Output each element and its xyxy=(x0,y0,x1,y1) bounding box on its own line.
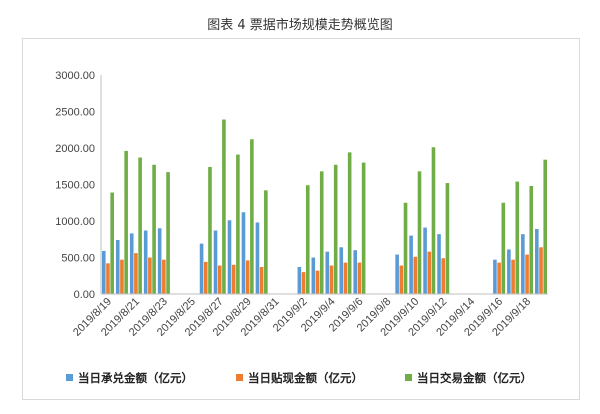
bar-series-2 xyxy=(120,259,124,294)
bar-series-3 xyxy=(124,150,128,294)
bar-series-2 xyxy=(259,266,264,294)
legend-swatch-3 xyxy=(405,374,412,381)
bar-series-3 xyxy=(222,119,226,294)
bar-series-2 xyxy=(329,265,334,294)
bar-series-2 xyxy=(315,270,320,294)
bar-series-2 xyxy=(511,259,515,294)
bar-series-3 xyxy=(403,202,408,294)
bar-series-3 xyxy=(501,202,506,294)
bar-series-1 xyxy=(437,234,441,294)
bar-series-2 xyxy=(497,262,501,294)
bar-series-3 xyxy=(361,162,366,294)
x-axis: 2019/8/192019/8/212019/8/232019/8/252019… xyxy=(71,293,548,339)
bar-series-1 xyxy=(535,229,539,294)
y-tick-label: 2500.00 xyxy=(55,107,95,119)
bar-series-2 xyxy=(134,253,138,294)
bar-series-1 xyxy=(115,239,120,294)
bar-series-3 xyxy=(236,154,240,294)
bar-series-2 xyxy=(427,251,432,294)
legend: 当日承兑金额（亿元） 当日贴现金额（亿元） 当日交易金额（亿元） xyxy=(66,371,532,385)
bar-series-2 xyxy=(357,262,362,294)
legend-swatch-1 xyxy=(66,374,73,381)
bar-series-3 xyxy=(208,166,212,294)
bar-series-3 xyxy=(431,147,436,294)
bar-series-2 xyxy=(106,263,110,294)
bar-series-1 xyxy=(395,254,399,294)
bar-series-3 xyxy=(543,159,548,294)
y-axis: 0.00 500.00 1000.00 1500.00 2000.00 2500.00 30… xyxy=(55,70,102,301)
bar-series-1 xyxy=(157,228,162,294)
bar-series-1 xyxy=(521,234,525,294)
chart-frame xyxy=(22,38,580,400)
bar-series-2 xyxy=(441,258,446,294)
bar-series-1 xyxy=(241,212,246,294)
bar-series-3 xyxy=(333,164,338,294)
bar-series-1 xyxy=(143,230,148,294)
bar-series-1 xyxy=(353,250,358,294)
legend-label-1: 当日承兑金额（亿元） xyxy=(78,371,193,385)
bar-series-1 xyxy=(199,243,204,294)
bar-series-3 xyxy=(347,152,352,294)
bar-series-1 xyxy=(213,230,218,294)
bar-series-3 xyxy=(250,139,254,294)
bar-series-3 xyxy=(166,172,170,294)
bar-series-2 xyxy=(525,254,529,294)
bar-series-2 xyxy=(301,272,306,294)
y-tick-label: 3000.00 xyxy=(55,70,95,82)
bar-series-2 xyxy=(399,265,404,294)
bar-series-3 xyxy=(110,192,114,294)
legend-label-2: 当日贴现金额（亿元） xyxy=(248,371,363,385)
bar-series-2 xyxy=(217,265,222,294)
bar-series-3 xyxy=(305,185,310,294)
bar-series-3 xyxy=(515,181,520,294)
bar-series-1 xyxy=(507,249,511,294)
y-tick-label: 500.00 xyxy=(61,253,95,265)
bar-series-1 xyxy=(493,259,497,294)
bar-series-1 xyxy=(227,220,232,294)
bar-series-1 xyxy=(339,247,344,294)
bar-series-3 xyxy=(445,183,450,294)
bar-series-2 xyxy=(231,264,236,294)
bar-series-2 xyxy=(245,260,250,294)
bar-series-1 xyxy=(423,227,427,294)
bar-series-1 xyxy=(297,266,302,294)
y-tick-label: 1500.00 xyxy=(55,180,95,192)
bar-series-2 xyxy=(413,256,418,294)
bar-series-3 xyxy=(152,164,156,294)
y-tick-label: 0.00 xyxy=(74,289,95,301)
bar-series-3 xyxy=(417,171,422,294)
bar-series-2 xyxy=(203,261,208,294)
bar-series-1 xyxy=(129,233,134,294)
bar-series-2 xyxy=(343,262,348,294)
bar-series-1 xyxy=(409,235,413,294)
bar-series-2 xyxy=(162,259,166,294)
bar-series-3 xyxy=(529,185,534,294)
bar-series-1 xyxy=(255,222,260,294)
bar-series-2 xyxy=(148,257,152,294)
bar-series-1 xyxy=(311,257,316,294)
legend-swatch-2 xyxy=(236,374,243,381)
chart-title: 图表 4 票据市场规模走势概览图 xyxy=(207,18,393,33)
bar-series-1 xyxy=(101,250,106,294)
bar-series-3 xyxy=(319,171,324,294)
bars xyxy=(101,119,548,294)
bar-series-3 xyxy=(138,157,142,294)
y-tick-label: 1000.00 xyxy=(55,216,95,228)
bar-series-1 xyxy=(325,251,330,294)
legend-label-3: 当日交易金额（亿元） xyxy=(417,371,532,385)
y-tick-label: 2000.00 xyxy=(55,143,95,155)
bar-series-2 xyxy=(539,247,543,294)
bar-series-3 xyxy=(264,190,268,294)
